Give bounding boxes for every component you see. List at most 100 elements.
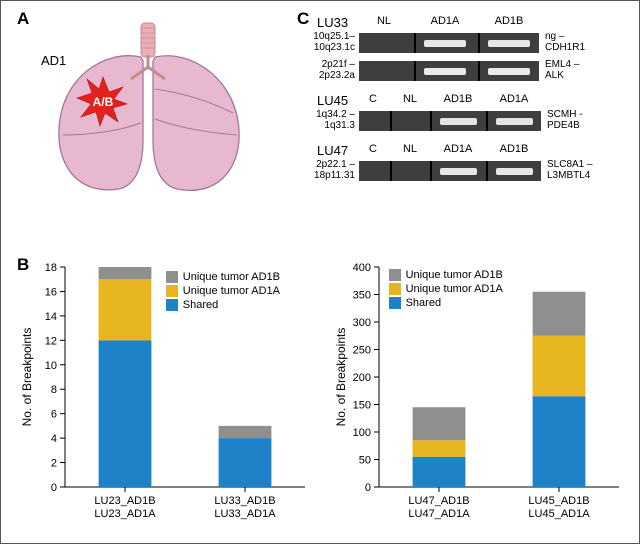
gel-band <box>424 68 465 75</box>
bar-seg-uniqueB <box>413 407 466 440</box>
svg-text:No. of Breakpoints: No. of Breakpoints <box>334 328 348 427</box>
svg-text:LU23_AD1B: LU23_AD1B <box>94 495 155 507</box>
svg-text:14: 14 <box>45 311 57 323</box>
gel-left-label: 1q34.2 –1q31.3 <box>297 109 355 131</box>
svg-text:16: 16 <box>45 286 57 298</box>
gel-left-label: 2p21f –2p23.2a <box>297 59 355 81</box>
bar-seg-shared <box>413 457 466 487</box>
gel-lane-sep <box>486 161 488 181</box>
gel-lane-sep <box>478 33 480 53</box>
svg-text:350: 350 <box>353 290 371 302</box>
svg-text:0: 0 <box>51 482 57 494</box>
gel-lane-header: AD1A <box>489 93 539 105</box>
legend-label: Shared <box>183 299 218 311</box>
tumor-star-text: A/B <box>93 95 114 109</box>
chart-left: 0 2 4 6 8 10 12 14 16 18 No. of Breakpoints LU23_AD… <box>17 259 311 527</box>
gel-band <box>488 40 529 47</box>
chart-legend: Unique tumor AD1B Unique tumor AD1A Shared <box>389 269 503 311</box>
panel-a: AD1 A/B <box>17 13 277 201</box>
svg-text:100: 100 <box>353 427 371 439</box>
legend-label: Unique tumor AD1B <box>406 269 503 281</box>
gel-band <box>440 168 477 175</box>
gel-left-label: 2p22.1 –18p11.31 <box>297 159 355 181</box>
svg-text:4: 4 <box>51 433 57 445</box>
gel-lane-sep <box>414 33 416 53</box>
svg-text:50: 50 <box>359 455 371 467</box>
gel-right-label: EML4 –ALK <box>545 59 615 81</box>
gel-lane-header: AD1B <box>489 143 539 155</box>
gel-lane-header: C <box>359 143 387 155</box>
chart-legend: Unique tumor AD1B Unique tumor AD1A Shared <box>166 271 280 313</box>
gel-lane-sep <box>430 111 432 131</box>
gel-case-label: LU47 <box>317 143 348 158</box>
svg-text:LU33_AD1A: LU33_AD1A <box>214 508 276 520</box>
bar-seg-shared <box>533 396 586 487</box>
svg-text:300: 300 <box>353 317 371 329</box>
gel-lane-header: AD1A <box>433 143 483 155</box>
bar-seg-uniqueB <box>533 292 586 336</box>
legend-label: Shared <box>406 297 441 309</box>
figure-root: A B C AD1 A/B LU33NLAD1AAD1B10q25.1–10q2… <box>0 0 640 544</box>
svg-text:18: 18 <box>45 262 57 274</box>
svg-text:LU33_AD1B: LU33_AD1B <box>214 495 275 507</box>
svg-text:150: 150 <box>353 400 371 412</box>
gel-band <box>424 40 465 47</box>
gel-lane-sep <box>390 161 392 181</box>
legend-item: Unique tumor AD1A <box>166 285 280 297</box>
gel-right-label: ng –CDH1R1 <box>545 31 615 53</box>
legend-swatch <box>389 297 401 309</box>
svg-text:8: 8 <box>51 384 57 396</box>
gel-lane-header: NL <box>359 15 409 27</box>
legend-label: Unique tumor AD1A <box>406 283 503 295</box>
gel-band <box>488 68 529 75</box>
svg-text:2: 2 <box>51 458 57 470</box>
legend-item: Unique tumor AD1B <box>166 271 280 283</box>
gel-lane-sep <box>478 61 480 81</box>
bar-seg-shared <box>99 340 152 487</box>
legend-label: Unique tumor AD1A <box>183 285 280 297</box>
svg-text:No. of Breakpoints: No. of Breakpoints <box>20 328 34 427</box>
bar-seg-uniqueA <box>533 336 586 397</box>
gel-lane-header: AD1B <box>481 15 537 27</box>
svg-text:400: 400 <box>353 262 371 274</box>
legend-swatch <box>389 269 401 281</box>
gel-case-label: LU45 <box>317 93 348 108</box>
panel-c: LU33 NL AD1A AD1B 10q25.1–10q23.1c ng –CDH1R1… <box>297 13 627 247</box>
legend-swatch <box>166 285 178 297</box>
bar-seg-uniqueB <box>99 267 152 279</box>
bar-seg-shared <box>219 438 272 487</box>
legend-label: Unique tumor AD1B <box>183 271 280 283</box>
gel-right-label: SLC8A1 –L3MBTL4 <box>547 159 617 181</box>
svg-text:LU47_AD1A: LU47_AD1A <box>408 508 470 520</box>
svg-text:10: 10 <box>45 360 57 372</box>
gel-lane-header: NL <box>393 143 427 155</box>
svg-text:6: 6 <box>51 409 57 421</box>
lung-right <box>153 56 239 191</box>
gel-lane-sep <box>390 111 392 131</box>
gel-case-label: LU33 <box>317 15 348 30</box>
gel-lane-header: AD1A <box>417 15 473 27</box>
svg-text:12: 12 <box>45 335 57 347</box>
legend-item: Unique tumor AD1B <box>389 269 503 281</box>
gel-band <box>496 118 533 125</box>
bar-seg-uniqueA <box>99 279 152 340</box>
gel-lane-sep <box>486 111 488 131</box>
svg-text:LU45_AD1A: LU45_AD1A <box>528 508 590 520</box>
gel-left-label: 10q25.1–10q23.1c <box>297 31 355 53</box>
gel-lane-header: NL <box>393 93 427 105</box>
svg-text:250: 250 <box>353 345 371 357</box>
legend-swatch <box>166 299 178 311</box>
svg-text:200: 200 <box>353 372 371 384</box>
gel-lane-header: C <box>359 93 387 105</box>
gel-band <box>496 168 533 175</box>
bar-seg-uniqueA <box>413 440 466 457</box>
panel-b: 0 2 4 6 8 10 12 14 16 18 No. of Breakpoints LU23_AD… <box>17 259 625 529</box>
svg-text:LU45_AD1B: LU45_AD1B <box>528 495 589 507</box>
gel-lane-header: AD1B <box>433 93 483 105</box>
gel-band <box>440 118 477 125</box>
gel-lane-sep <box>414 61 416 81</box>
svg-text:0: 0 <box>365 482 371 494</box>
gel-right-label: SCMH -PDE4B <box>547 109 617 131</box>
legend-item: Shared <box>389 297 503 309</box>
legend-item: Unique tumor AD1A <box>389 283 503 295</box>
